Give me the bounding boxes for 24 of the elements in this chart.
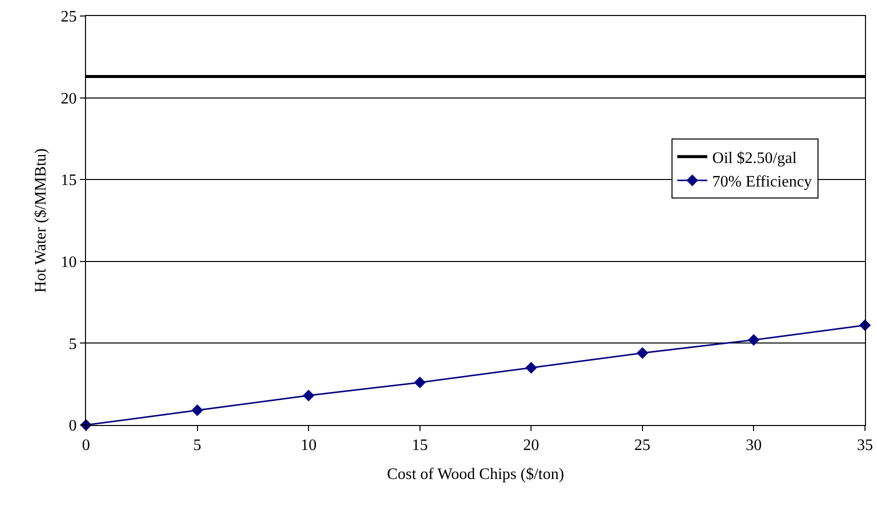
legend-label: 70% Efficiency	[712, 174, 812, 191]
x-tick-label: 5	[193, 437, 202, 454]
x-tick-label: 35	[857, 437, 873, 454]
x-tick-label: 0	[82, 437, 90, 454]
x-tick-label: 10	[300, 437, 317, 454]
y-tick-label: 15	[60, 172, 77, 190]
x-axis-title: Cost of Wood Chips ($/ton)	[386, 466, 564, 483]
point	[191, 404, 204, 416]
y-tick-label: 0	[68, 418, 77, 435]
x-tick-label: 20	[523, 437, 540, 454]
x-tick-label: 30	[746, 437, 762, 454]
y-tick-label: 20	[60, 90, 77, 108]
y-axis-title: Hot Water ($/MMBtu)	[32, 148, 50, 293]
point	[414, 376, 426, 388]
y-tick-label: 5	[68, 336, 77, 353]
legend-label: Oil $2.50/gal	[712, 150, 798, 167]
y-tick-label: 25	[60, 8, 77, 26]
point	[636, 347, 648, 359]
point	[525, 362, 537, 374]
point	[302, 390, 314, 402]
y-tick-label: 10	[60, 254, 77, 271]
x-tick-label: 15	[412, 437, 428, 454]
point	[748, 334, 760, 346]
x-tick-label: 25	[634, 437, 650, 454]
